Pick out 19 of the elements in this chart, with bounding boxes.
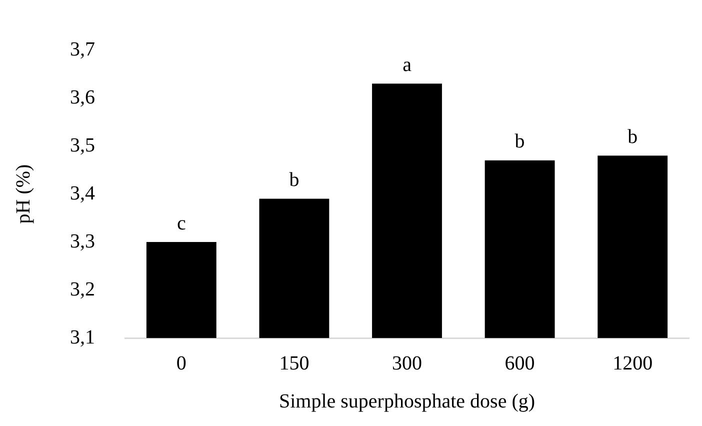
annotation: c (176, 212, 186, 234)
x-tick-label: 300 (392, 352, 422, 374)
y-tick-label: 3,5 (70, 134, 95, 156)
x-axis-title: Simple superphosphate dose (g) (278, 390, 536, 412)
y-axis-title: pH (%) (12, 164, 34, 224)
y-tick-label: 3,4 (70, 182, 95, 204)
annotation: b (514, 130, 525, 153)
annotation: a (402, 54, 412, 76)
y-tick-label: 3,6 (70, 86, 95, 108)
y-tick-label: 3,1 (70, 326, 95, 348)
x-tick-label: 600 (504, 352, 535, 374)
y-tick-label: 3,7 (70, 38, 95, 60)
x-tick-label: 1200 (612, 352, 653, 374)
y-tick-label: 3,2 (70, 278, 95, 300)
x-tick-label: 150 (279, 352, 310, 374)
annotation: b (289, 169, 300, 192)
y-tick-label: 3,3 (70, 230, 95, 252)
x-tick-label: 0 (176, 352, 186, 374)
annotation: b (628, 126, 638, 148)
